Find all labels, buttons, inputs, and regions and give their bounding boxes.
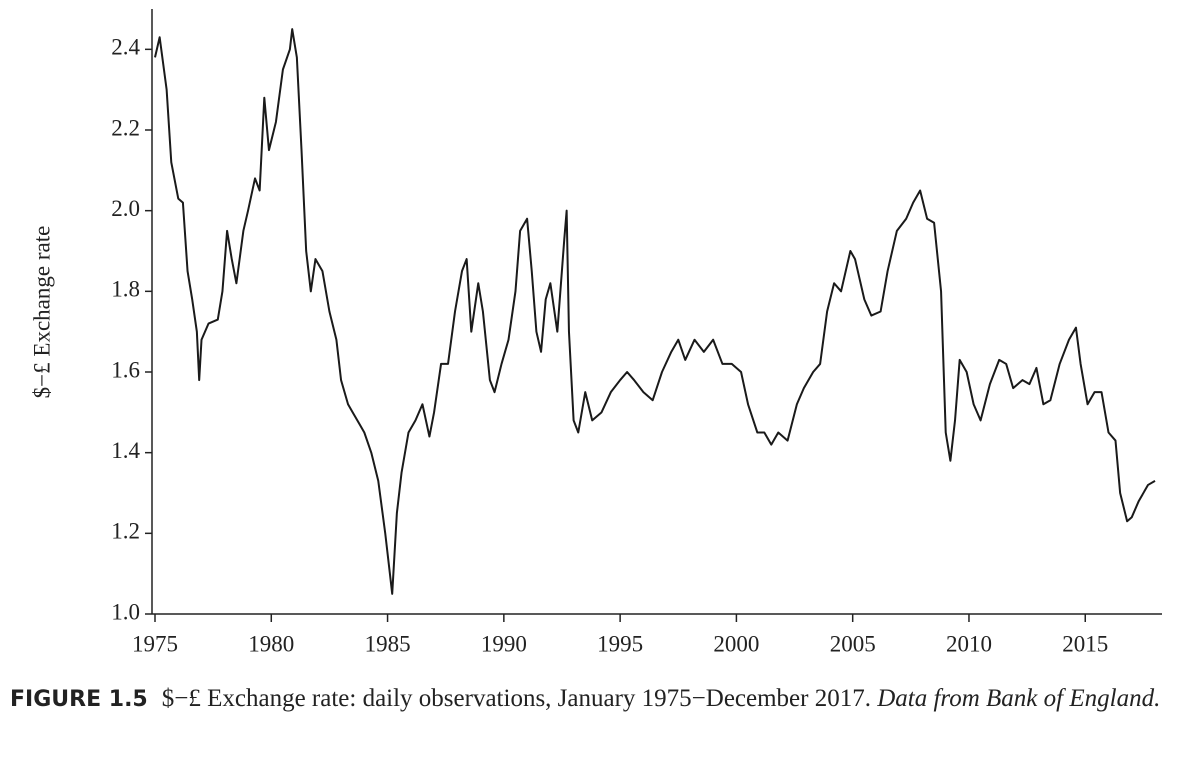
- x-tick-label: 1980: [248, 631, 294, 656]
- figure-label: FIGURE 1.5: [10, 687, 148, 712]
- y-tick-label: 1.2: [111, 519, 140, 544]
- caption: FIGURE 1.5 $−£ Exchange rate: daily obser…: [10, 682, 1182, 717]
- x-tick-label: 1975: [132, 631, 178, 656]
- x-tick-label: 1985: [365, 631, 411, 656]
- y-tick-label: 1.6: [111, 357, 140, 382]
- x-tick-label: 2015: [1062, 631, 1108, 656]
- y-tick-label: 1.0: [111, 599, 140, 624]
- x-tick-label: 2005: [830, 631, 876, 656]
- y-axis-label: $−£ Exchange rate: [29, 226, 54, 399]
- x-tick-label: 2010: [946, 631, 992, 656]
- y-tick-label: 2.2: [111, 115, 140, 140]
- y-tick-label: 2.4: [111, 35, 140, 60]
- x-tick-label: 2000: [713, 631, 759, 656]
- y-tick-label: 1.4: [111, 438, 140, 463]
- caption-source: Data from Bank of England.: [877, 685, 1161, 712]
- x-tick-label: 1990: [481, 631, 527, 656]
- y-tick-label: 1.8: [111, 277, 140, 302]
- caption-text: $−£ Exchange rate: daily observations, J…: [161, 685, 871, 712]
- chart: $−£ Exchange rate 1.0 1.2 1.4 1.6 1.8 2.0 2.2 2…: [29, 9, 1162, 656]
- y-tick-label: 2.0: [111, 196, 140, 221]
- x-tick-label: 1995: [597, 631, 643, 656]
- exchange-rate-line: [154, 28, 1156, 595]
